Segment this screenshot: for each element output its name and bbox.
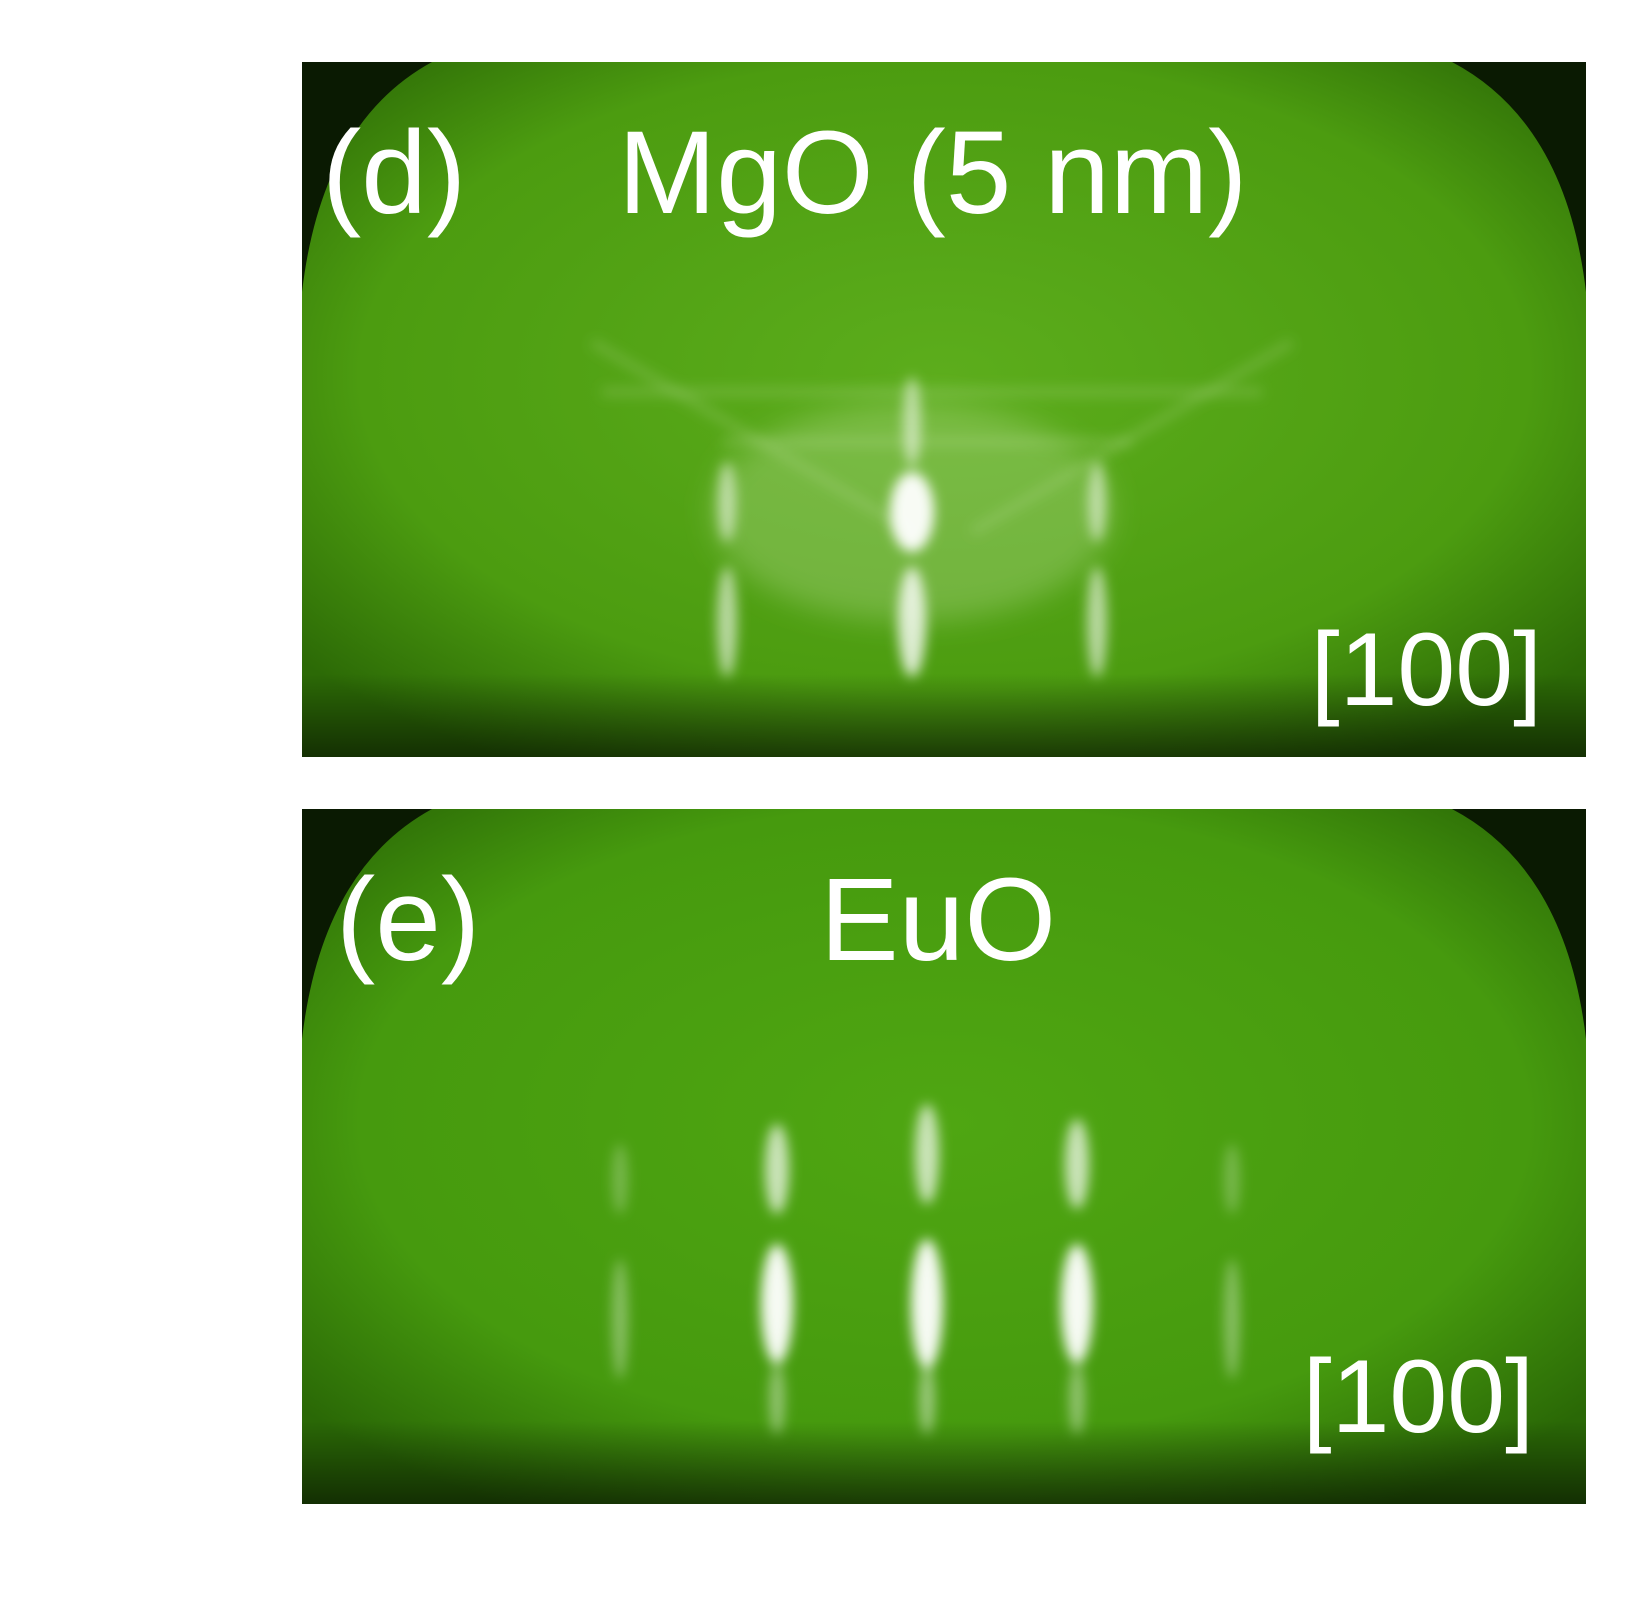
panel-letter: (e)	[336, 854, 481, 986]
rheed-panel-mgo: (d) MgO (5 nm) [100]	[302, 62, 1586, 757]
crystal-direction-label: [100]	[1310, 612, 1542, 728]
rheed-pattern-mgo	[302, 62, 1586, 757]
panel-letter: (d)	[322, 107, 467, 239]
panel-title: EuO	[820, 854, 1057, 986]
rheed-pattern-euo	[302, 809, 1586, 1504]
crystal-direction-label: [100]	[1302, 1339, 1534, 1455]
panel-title: MgO (5 nm)	[618, 107, 1248, 239]
rheed-panel-euo: (e) EuO [100]	[302, 809, 1586, 1504]
